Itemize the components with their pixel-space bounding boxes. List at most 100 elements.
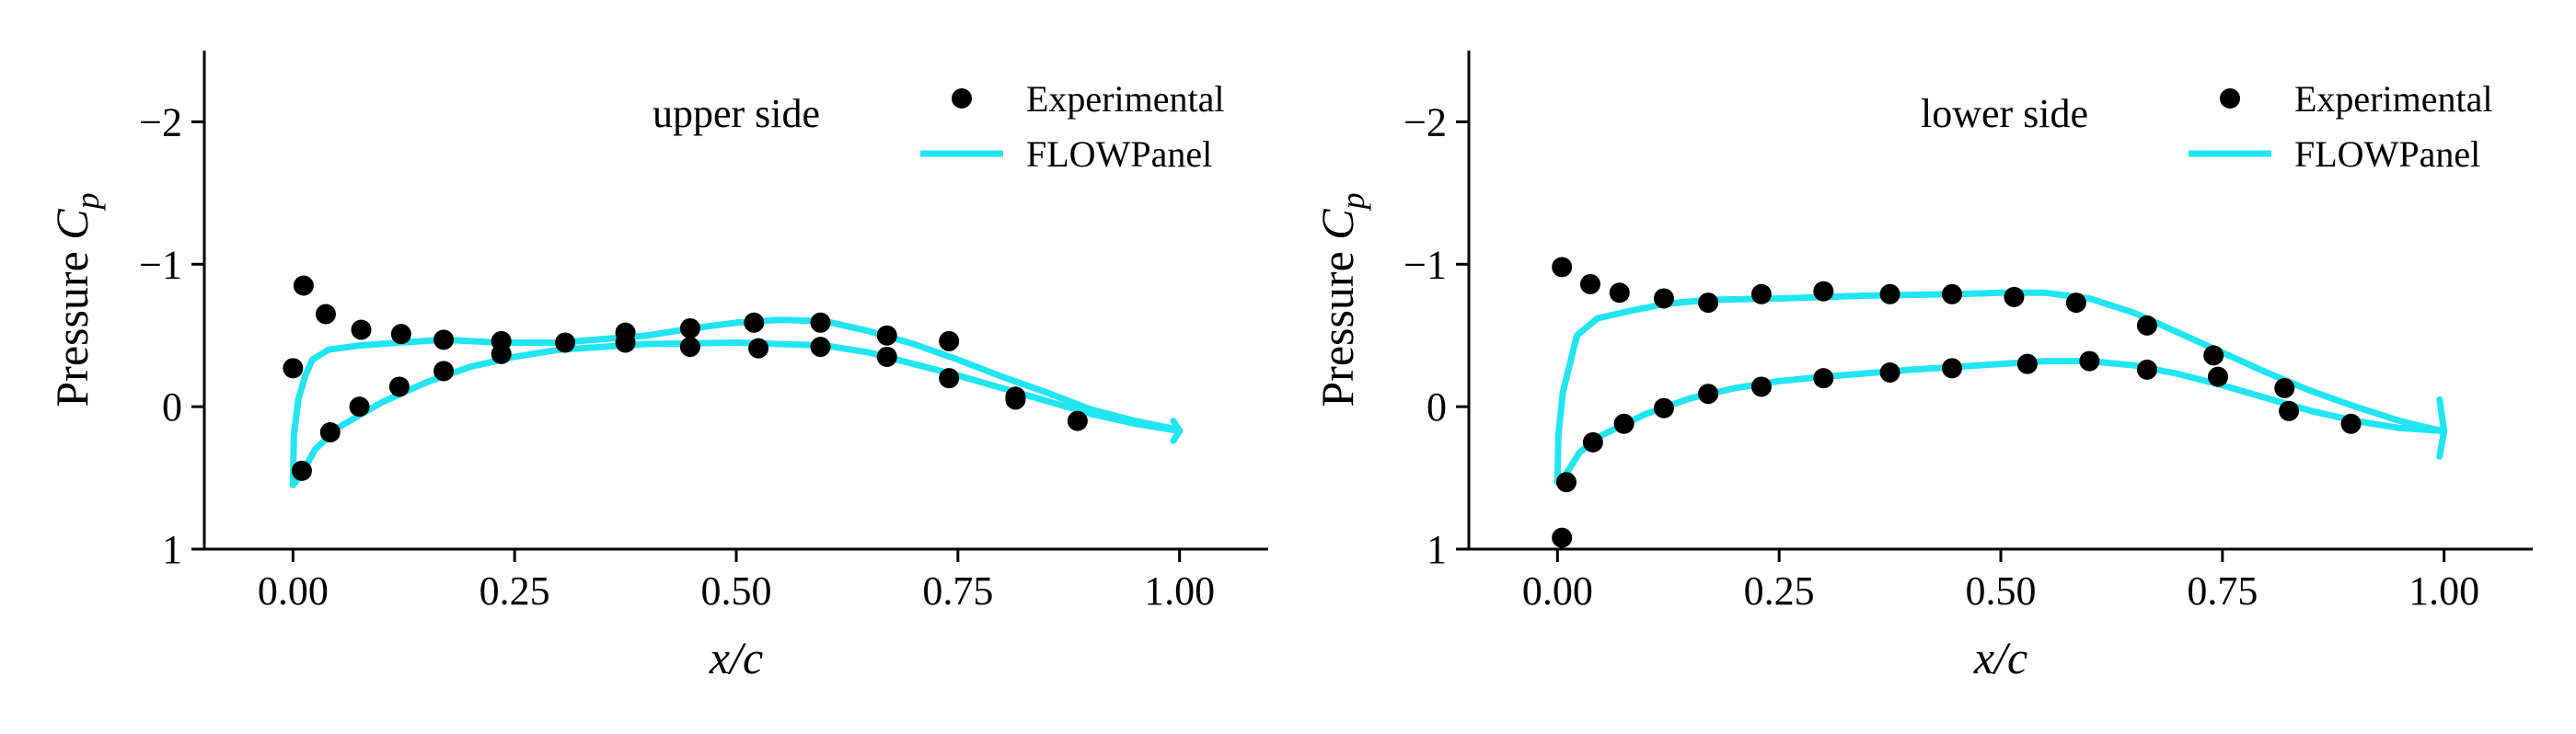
y-tick-label: 0 (162, 384, 182, 430)
chart-panel-0: 0.00 0.25 0.50 0.75 1.00 −2 −1 0 1 x/c Pressure Cp… (46, 51, 1268, 683)
experimental-point (1813, 368, 1834, 389)
x-tick-label: 0.00 (258, 568, 329, 614)
legend-marker-experimental (2220, 88, 2240, 109)
y-tick-label: 0 (1427, 384, 1447, 430)
experimental-point (1579, 273, 1600, 294)
x-tick-label: 0.25 (479, 568, 550, 614)
experimental-point (349, 396, 370, 418)
experimental-point (1879, 361, 1900, 383)
experimental-point (388, 376, 410, 397)
experimental-point (1750, 376, 1772, 397)
experimental-point (1582, 431, 1603, 453)
experimental-point (2136, 315, 2157, 336)
experimental-point (810, 337, 831, 358)
x-tick-label: 0.00 (1522, 568, 1593, 614)
experimental-point (351, 319, 372, 340)
x-tick-label: 0.50 (701, 568, 772, 614)
experimental-point (2065, 292, 2086, 314)
experimental-point (876, 325, 897, 346)
experimental-point (748, 338, 769, 359)
y-axis-label-symbol: C (46, 209, 98, 240)
y-tick-label: −2 (1404, 99, 1447, 144)
experimental-point (1750, 283, 1772, 304)
x-tick-label: 0.75 (922, 568, 993, 614)
y-axis-label-text: Pressure (1311, 240, 1363, 407)
experimental-point (876, 346, 897, 367)
experimental-point (283, 358, 304, 379)
x-tick-label: 1.00 (1144, 568, 1215, 614)
experimental-point (1653, 288, 1674, 309)
experimental-point (2274, 378, 2295, 399)
experimental-point (615, 332, 636, 353)
experimental-point (293, 275, 314, 296)
experimental-point (1067, 410, 1088, 431)
series-flowpanel-lower-line (289, 339, 1184, 488)
experimental-point (679, 317, 700, 338)
x-tick-label: 0.25 (1744, 568, 1815, 614)
experimental-point (1698, 292, 1719, 314)
experimental-point (315, 304, 336, 325)
legend-label-flowpanel: FLOWPanel (2294, 133, 2480, 175)
experimental-point (1813, 281, 1834, 302)
y-axis-label-subscript: p (1334, 192, 1371, 212)
experimental-point (491, 343, 512, 364)
y-axis-label-subscript: p (69, 192, 106, 212)
series-flowpanel-upper-line (1554, 289, 2448, 486)
experimental-point (1555, 472, 1577, 493)
panel-title: upper side (653, 91, 820, 136)
experimental-point (2279, 400, 2300, 421)
experimental-point (939, 368, 960, 389)
series-flowpanel-lower-line (1554, 358, 2448, 486)
experimental-point (810, 312, 831, 333)
experimental-point (2079, 350, 2100, 372)
experimental-point (1005, 389, 1026, 410)
chart-panel-1: 0.00 0.25 0.50 0.75 1.00 −2 −1 0 1 x/c Pressure Cp… (1311, 51, 2533, 683)
experimental-point (555, 332, 576, 353)
y-axis-label-text: Pressure (46, 240, 98, 407)
experimental-point (2208, 366, 2229, 387)
x-tick-label: 0.75 (2187, 568, 2258, 614)
x-axis-label: x/c (1973, 632, 2027, 683)
experimental-point (2016, 353, 2038, 374)
experimental-point (390, 324, 411, 345)
experimental-point (744, 312, 765, 333)
legend: Experimental FLOWPanel (2189, 78, 2492, 175)
x-tick-label: 1.00 (2409, 568, 2479, 614)
y-tick-label: 1 (1427, 527, 1447, 572)
experimental-point (1552, 527, 1573, 548)
y-axis-label: Pressure Cp (46, 192, 106, 407)
y-axis-label-symbol: C (1311, 209, 1363, 240)
y-tick-label: −1 (1404, 242, 1447, 287)
experimental-point (319, 422, 341, 443)
x-tick-label: 0.50 (1966, 568, 2037, 614)
experimental-point (1613, 413, 1635, 434)
experimental-point (1942, 283, 1963, 304)
legend-marker-experimental (952, 88, 972, 109)
legend-label-flowpanel: FLOWPanel (1026, 133, 1212, 175)
experimental-point (1653, 397, 1674, 419)
experimental-point (2203, 345, 2224, 366)
experimental-point (1552, 257, 1573, 278)
experimental-point (433, 361, 455, 382)
series-flowpanel-trailing-edge (1170, 418, 1184, 444)
experimental-point (2004, 286, 2025, 307)
experimental-point (2136, 359, 2157, 380)
experimental-point (939, 330, 960, 351)
experimental-point (291, 460, 312, 481)
experimental-point (679, 337, 700, 358)
y-tick-label: 1 (162, 527, 182, 572)
legend-label-experimental: Experimental (1026, 78, 1224, 120)
legend-label-experimental: Experimental (2294, 78, 2492, 120)
experimental-point (2340, 413, 2362, 434)
y-tick-label: −1 (139, 242, 182, 287)
legend: Experimental FLOWPanel (920, 78, 1224, 175)
experimental-point (1698, 384, 1719, 405)
experimental-point (1942, 358, 1963, 379)
experimental-point (433, 329, 455, 350)
x-axis-label: x/c (709, 632, 763, 683)
y-axis-label: Pressure Cp (1311, 192, 1371, 407)
series-flowpanel-trailing-edge (2436, 396, 2448, 460)
experimental-point (1609, 282, 1630, 304)
panel-title: lower side (1921, 91, 2088, 136)
